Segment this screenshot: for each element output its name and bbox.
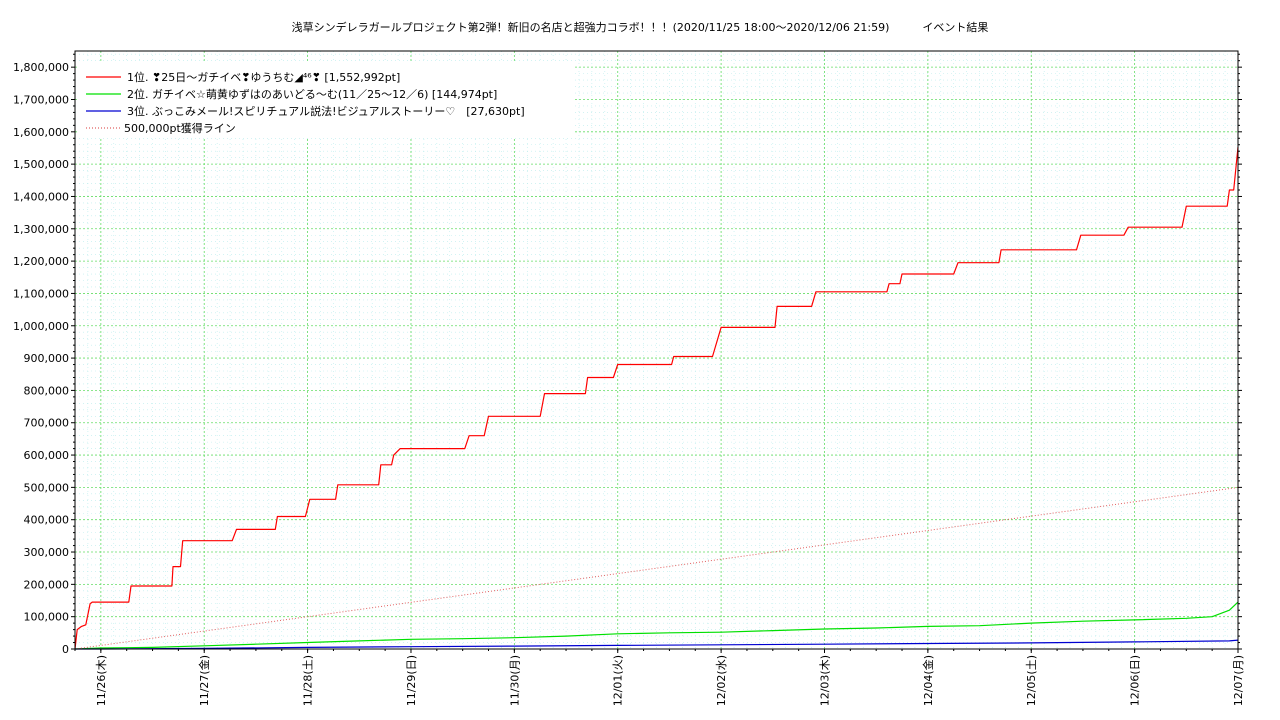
series-line-4 xyxy=(74,486,1239,650)
x-tick-label: 11/28(土) xyxy=(302,655,315,706)
x-tick-label: 12/01(火) xyxy=(612,655,625,706)
legend-label-2: 2位. ガチイベ☆萌黄ゆずはのあいどる〜む(11／25〜12／6) [144,9… xyxy=(127,87,497,101)
y-tick-label: 1,500,000 xyxy=(13,158,69,171)
y-tick-label: 1,200,000 xyxy=(13,255,69,268)
plot-frame xyxy=(74,50,1239,650)
y-tick-label: 300,000 xyxy=(24,546,70,559)
grid-layer xyxy=(74,51,1239,650)
x-tick-label: 11/27(金) xyxy=(197,655,211,706)
y-tick-label: 1,000,000 xyxy=(13,320,69,333)
y-tick-label: 800,000 xyxy=(24,384,70,397)
legend-label-3: 3位. ぶっこみメール!スピリチュアル説法!ビジュアルストーリー♡ [27,63… xyxy=(127,104,525,118)
y-tick-label: 1,600,000 xyxy=(13,126,69,139)
x-tick-label: 12/03(木) xyxy=(818,655,831,706)
y-tick-label: 700,000 xyxy=(24,417,70,430)
y-tick-label: 1,100,000 xyxy=(13,287,69,300)
chart-title: 浅草シンデレラガールプロジェクト第2弾！新旧の名店と超強力コラボ！！！(2020… xyxy=(291,21,989,34)
y-tick-label: 1,400,000 xyxy=(13,190,69,203)
y-tick-label: 900,000 xyxy=(24,352,70,365)
series-layer xyxy=(74,146,1239,650)
legend-label-1: 1位. ❣25日〜ガチイベ❣ゆうちむ◢⁴⁶❣ [1,552,992pt] xyxy=(127,70,400,84)
y-tick-label: 500,000 xyxy=(24,481,70,494)
x-tick-label: 12/05(土) xyxy=(1025,655,1038,706)
x-tick-label: 11/29(日) xyxy=(405,655,418,706)
axis-layer: 0 100,000 200,000 300,000 400,000 500,000 600,… xyxy=(13,53,1245,706)
legend-layer: 1位. ❣25日〜ガチイベ❣ゆうちむ◢⁴⁶❣ [1,552,992pt] 2位. … xyxy=(79,62,575,138)
x-tick-label: 12/02(水) xyxy=(715,655,728,706)
x-tick-label: 11/26(木) xyxy=(95,655,108,706)
x-tick-label: 12/07(月) xyxy=(1232,655,1245,706)
x-tick-label: 12/06(日) xyxy=(1129,655,1142,706)
y-tick-label: 200,000 xyxy=(24,578,70,591)
y-tick-label: 400,000 xyxy=(24,514,70,527)
y-tick-label: 1,300,000 xyxy=(13,223,69,236)
series-line-3 xyxy=(75,639,1239,650)
y-tick-label: 1,800,000 xyxy=(13,61,69,74)
y-tick-label: 1,700,000 xyxy=(13,93,69,106)
x-tick-label: 11/30(月) xyxy=(508,655,521,706)
y-tick-label: 0 xyxy=(62,643,69,656)
series-line-2 xyxy=(74,601,1239,650)
y-tick-label: 600,000 xyxy=(24,449,70,462)
series-line-1 xyxy=(74,146,1239,650)
legend-label-4: 500,000pt獲得ライン xyxy=(124,122,236,135)
legend-box xyxy=(79,62,575,138)
x-tick-label: 12/04(金) xyxy=(921,655,935,706)
y-tick-label: 100,000 xyxy=(24,611,70,624)
